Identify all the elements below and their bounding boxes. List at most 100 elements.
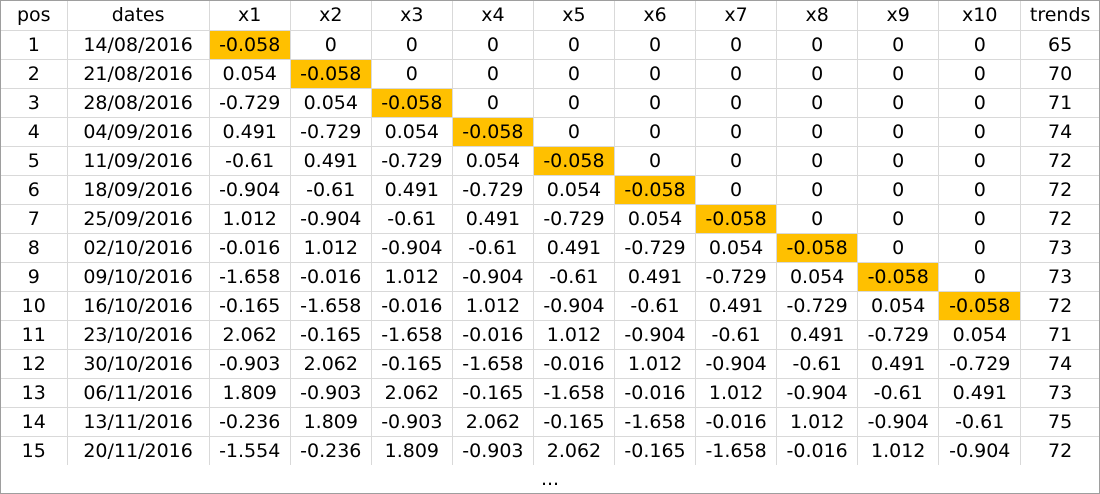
cell-x6[interactable]: 0 [613,117,697,147]
cell-x4[interactable]: -0.61 [451,233,534,263]
cell-x7[interactable]: 0 [695,30,778,60]
cell-x9[interactable]: 0 [857,117,940,147]
cell-x6[interactable]: -0.016 [613,378,697,408]
cell-trends[interactable]: 65 [1020,30,1099,60]
cell-x6[interactable]: 0.054 [613,204,697,234]
column-header-pos[interactable]: pos [1,1,68,31]
cell-x10[interactable]: -0.61 [938,407,1022,437]
cell-x6[interactable]: -0.165 [613,436,697,466]
cell-x5[interactable]: -0.729 [532,204,615,234]
cell-x10[interactable]: 0 [938,262,1022,292]
cell-dates[interactable]: 23/10/2016 [66,320,210,350]
cell-x8[interactable]: 0 [776,146,859,176]
cell-x4[interactable]: -1.658 [451,349,534,379]
cell-x7[interactable]: 0.054 [695,233,778,263]
cell-x1[interactable]: -1.554 [208,436,291,466]
cell-x5[interactable]: -0.904 [532,291,615,321]
cell-x1[interactable]: 0.054 [208,59,291,89]
cell-x2[interactable]: 0 [289,30,372,60]
column-header-x9[interactable]: x9 [857,1,940,31]
cell-x2[interactable]: -0.016 [289,262,372,292]
cell-trends[interactable]: 74 [1020,349,1099,379]
cell-x2[interactable]: -0.236 [289,436,372,466]
column-header-x10[interactable]: x10 [938,1,1022,31]
cell-trends[interactable]: 72 [1020,204,1099,234]
cell-x7[interactable]: 0 [695,88,778,118]
cell-x10[interactable]: -0.058 [938,291,1022,321]
cell-trends[interactable]: 71 [1020,88,1099,118]
cell-dates[interactable]: 14/08/2016 [66,30,210,60]
cell-x8[interactable]: 0.054 [776,262,859,292]
cell-x2[interactable]: -0.904 [289,204,372,234]
cell-dates[interactable]: 20/11/2016 [66,436,210,466]
cell-pos[interactable]: 11 [1,320,68,350]
cell-pos[interactable]: 3 [1,88,68,118]
cell-x2[interactable]: -0.729 [289,117,372,147]
cell-dates[interactable]: 11/09/2016 [66,146,210,176]
cell-x6[interactable]: -0.904 [613,320,697,350]
cell-x10[interactable]: 0.054 [938,320,1022,350]
cell-x4[interactable]: 0 [451,88,534,118]
cell-x9[interactable]: 0.491 [857,349,940,379]
cell-x5[interactable]: -1.658 [532,378,615,408]
cell-x6[interactable]: 0 [613,88,697,118]
cell-dates[interactable]: 04/09/2016 [66,117,210,147]
cell-x2[interactable]: 0.491 [289,146,372,176]
cell-x1[interactable]: 1.012 [208,204,291,234]
cell-x7[interactable]: -0.61 [695,320,778,350]
cell-x3[interactable]: -0.904 [370,233,453,263]
cell-trends[interactable]: 72 [1020,146,1099,176]
cell-x4[interactable]: 0.491 [451,204,534,234]
cell-x10[interactable]: 0 [938,146,1022,176]
cell-x7[interactable]: -1.658 [695,436,778,466]
cell-x4[interactable]: -0.016 [451,320,534,350]
cell-x8[interactable]: -0.61 [776,349,859,379]
cell-x7[interactable]: 0.491 [695,291,778,321]
cell-pos[interactable]: 13 [1,378,68,408]
cell-x3[interactable]: -1.658 [370,320,453,350]
cell-pos[interactable]: 15 [1,436,68,466]
cell-x8[interactable]: -0.729 [776,291,859,321]
column-header-x3[interactable]: x3 [370,1,453,31]
column-header-x2[interactable]: x2 [289,1,372,31]
cell-x7[interactable]: 0 [695,59,778,89]
cell-x7[interactable]: -0.904 [695,349,778,379]
cell-x5[interactable]: 0 [532,88,615,118]
cell-pos[interactable]: 9 [1,262,68,292]
cell-x5[interactable]: -0.016 [532,349,615,379]
column-header-x4[interactable]: x4 [451,1,534,31]
cell-x6[interactable]: 0 [613,59,697,89]
cell-x10[interactable]: 0 [938,204,1022,234]
cell-dates[interactable]: 25/09/2016 [66,204,210,234]
cell-trends[interactable]: 73 [1020,262,1099,292]
column-header-x1[interactable]: x1 [208,1,291,31]
cell-x5[interactable]: 0 [532,117,615,147]
cell-x4[interactable]: -0.729 [451,175,534,205]
cell-x8[interactable]: 0 [776,30,859,60]
cell-x4[interactable]: 0 [451,30,534,60]
cell-x5[interactable]: -0.058 [532,146,615,176]
cell-x1[interactable]: -0.729 [208,88,291,118]
cell-x7[interactable]: 0 [695,117,778,147]
cell-x3[interactable]: 1.809 [370,436,453,466]
cell-x5[interactable]: 2.062 [532,436,615,466]
cell-x5[interactable]: -0.165 [532,407,615,437]
cell-x7[interactable]: 0 [695,146,778,176]
cell-x2[interactable]: 2.062 [289,349,372,379]
cell-x10[interactable]: 0 [938,175,1022,205]
cell-x5[interactable]: 0 [532,59,615,89]
cell-x4[interactable]: -0.058 [451,117,534,147]
cell-x8[interactable]: 0 [776,175,859,205]
cell-x6[interactable]: 0 [613,146,697,176]
cell-trends[interactable]: 74 [1020,117,1099,147]
cell-x2[interactable]: -1.658 [289,291,372,321]
cell-x10[interactable]: 0.491 [938,378,1022,408]
cell-x1[interactable]: -0.016 [208,233,291,263]
cell-x5[interactable]: -0.61 [532,262,615,292]
cell-x4[interactable]: 2.062 [451,407,534,437]
cell-x3[interactable]: -0.903 [370,407,453,437]
cell-x1[interactable]: -0.058 [208,30,291,60]
cell-trends[interactable]: 70 [1020,59,1099,89]
cell-x8[interactable]: 0 [776,117,859,147]
cell-x4[interactable]: 0 [451,59,534,89]
